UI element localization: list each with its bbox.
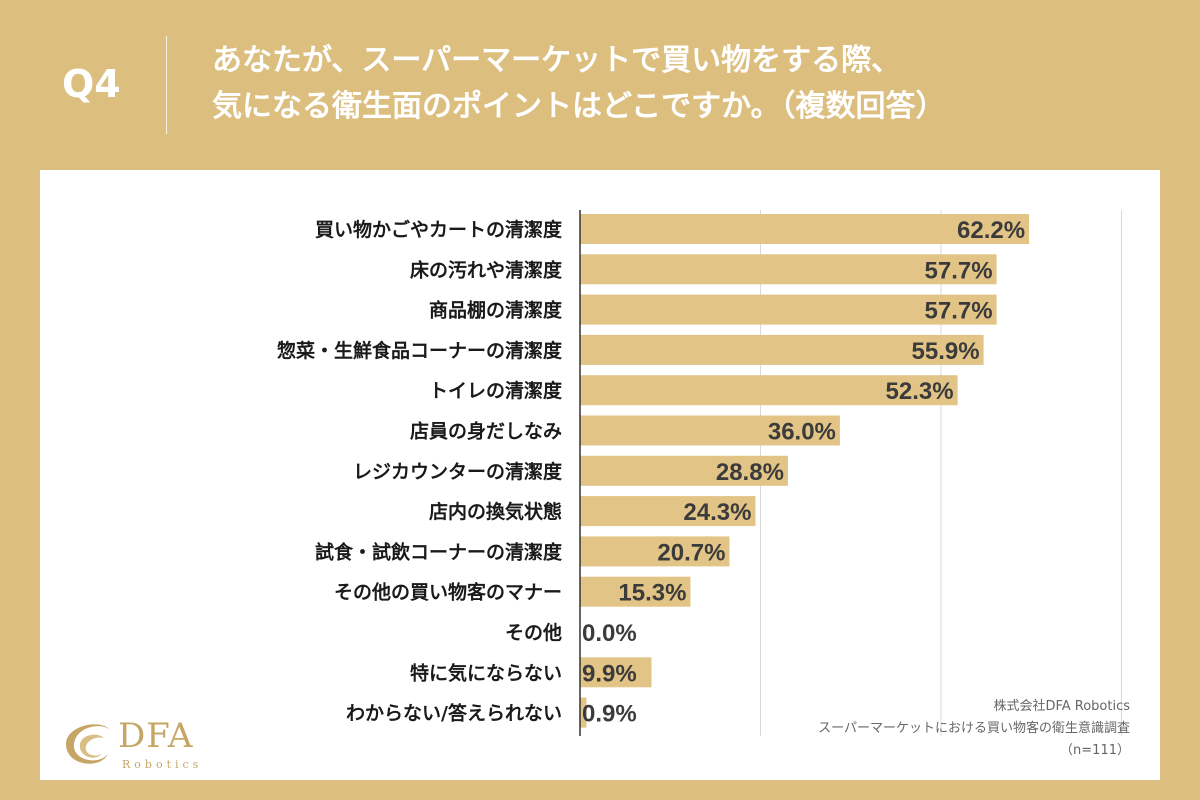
bar xyxy=(580,334,984,365)
bar xyxy=(580,294,997,325)
source-sample: （n=111） xyxy=(1060,743,1130,758)
value-label: 28.8% xyxy=(716,459,784,486)
category-label: わからない/答えられない xyxy=(346,702,562,725)
bar xyxy=(580,496,756,527)
value-label: 15.3% xyxy=(618,580,686,607)
value-label: 36.0% xyxy=(768,419,836,446)
value-label: 0.9% xyxy=(582,701,637,728)
source-note: 株式会社DFA Robotics スーパーマーケットにおける買い物客の衛生意識調… xyxy=(818,696,1130,762)
category-label: 惣菜・生鮮食品コーナーの清潔度 xyxy=(277,339,563,362)
header-divider xyxy=(166,36,167,134)
bar xyxy=(580,576,691,607)
chart-panel: 買い物かごやカートの清潔度 62.2% 床の汚れや清潔度 57.7% 商品棚の清潔度 57… xyxy=(40,170,1160,780)
source-survey: スーパーマーケットにおける買い物客の衛生意識調査 xyxy=(818,721,1130,736)
bar-chart: 買い物かごやカートの清潔度 62.2% 床の汚れや清潔度 57.7% 商品棚の清潔度 57… xyxy=(277,210,1122,736)
bar xyxy=(580,455,788,486)
category-label: 店員の身だしなみ xyxy=(410,420,562,443)
logo-name: DFA xyxy=(118,716,194,756)
dfa-logo-mark-icon xyxy=(66,724,110,764)
bar xyxy=(580,536,730,567)
value-label: 52.3% xyxy=(886,378,954,405)
category-label: 試食・試飲コーナーの清潔度 xyxy=(315,540,563,563)
bar xyxy=(580,657,652,688)
question-line-1: あなたが、スーパーマーケットで買い物をする際、 xyxy=(212,43,902,78)
category-label: 床の汚れや清潔度 xyxy=(410,258,563,281)
logo-sub: Robotics xyxy=(122,758,203,771)
value-label: 9.9% xyxy=(582,660,637,687)
category-label: 特に気にならない xyxy=(410,661,562,684)
value-label: 62.2% xyxy=(957,217,1025,244)
bar xyxy=(580,214,1030,244)
value-label: 24.3% xyxy=(683,499,751,526)
dfa-logo: DFA Robotics xyxy=(58,710,228,780)
category-label: 商品棚の清潔度 xyxy=(429,299,563,322)
category-label: トイレの清潔度 xyxy=(429,379,563,402)
value-label: 55.9% xyxy=(912,338,980,365)
question-line-2: 気になる衛生面のポイントはどこですか。（複数回答） xyxy=(212,89,946,124)
question-number: Q4 xyxy=(62,62,121,106)
question-text: あなたが、スーパーマーケットで買い物をする際、 気になる衛生面のポイントはどこで… xyxy=(212,38,1172,130)
header: Q4 あなたが、スーパーマーケットで買い物をする際、 気になる衛生面のポイントは… xyxy=(0,0,1200,170)
bar xyxy=(580,375,958,406)
category-label: 店内の換気状態 xyxy=(429,500,562,523)
category-label: その他 xyxy=(505,621,562,644)
bar xyxy=(580,254,997,285)
value-label: 0.0% xyxy=(582,620,637,647)
source-company: 株式会社DFA Robotics xyxy=(993,699,1130,714)
value-label: 20.7% xyxy=(657,539,725,566)
value-label: 57.7% xyxy=(925,257,993,284)
category-label: 買い物かごやカートの清潔度 xyxy=(315,218,563,241)
bar xyxy=(580,415,840,446)
category-label: その他の買い物客のマナー xyxy=(334,581,562,604)
bar xyxy=(580,697,587,728)
value-label: 57.7% xyxy=(925,298,993,325)
category-label: レジカウンターの清潔度 xyxy=(353,460,563,483)
